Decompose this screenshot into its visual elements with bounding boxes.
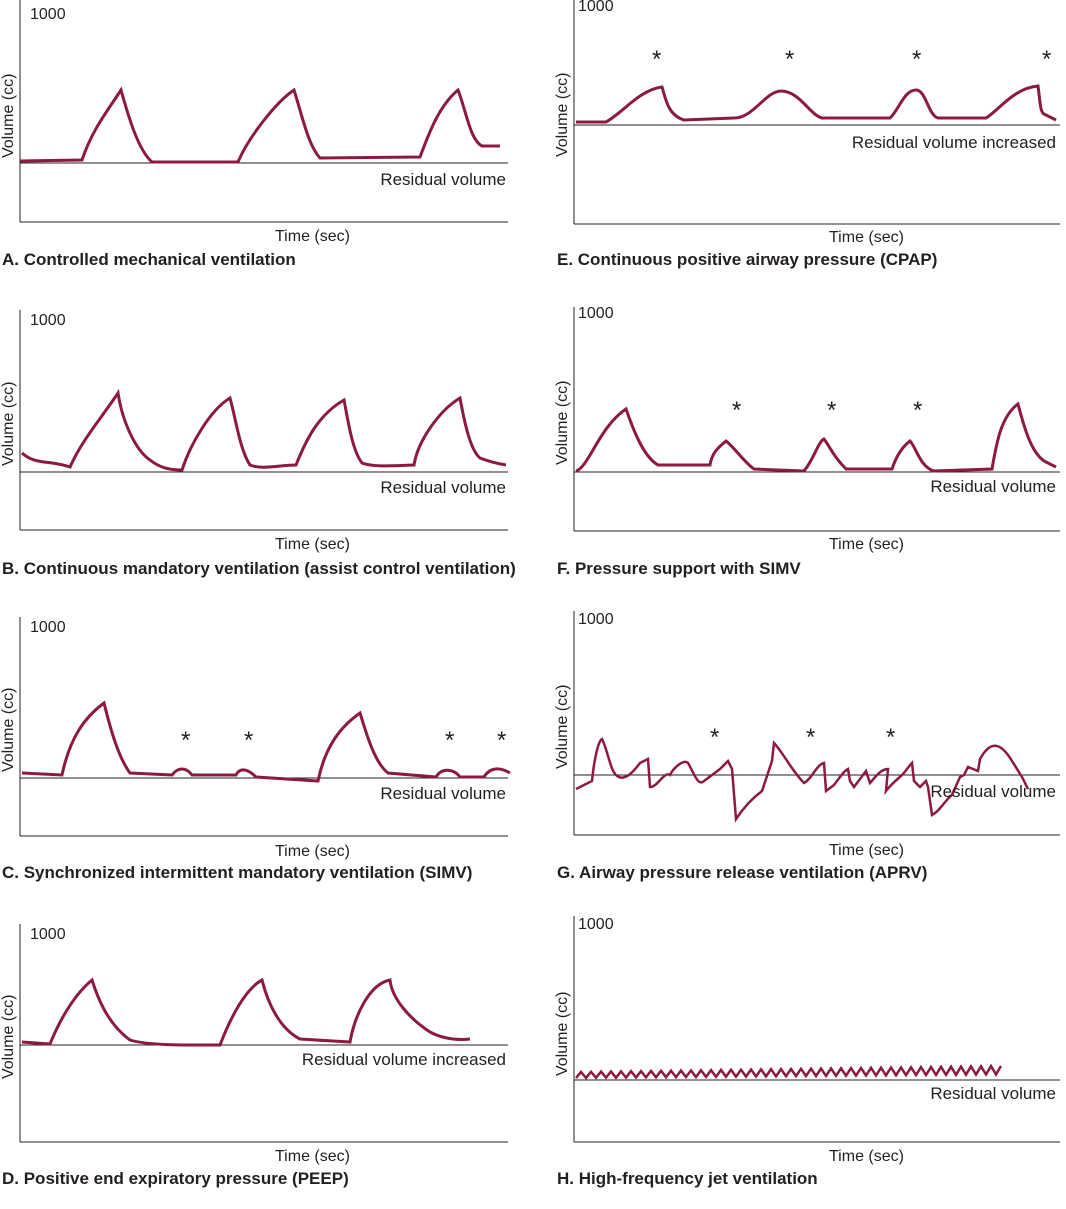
panel-caption: E. Continuous positive airway pressure (…	[557, 250, 938, 269]
volume-waveform	[575, 1063, 1003, 1080]
baseline-label: Residual volume increased	[301, 1050, 506, 1069]
y-max-label: 1000	[578, 611, 614, 628]
x-axis-label: Time (sec)	[829, 1148, 904, 1165]
spontaneous-breath-marker: *	[785, 46, 795, 73]
panel-h-graph	[573, 916, 1060, 1143]
panel-f-graph	[573, 307, 1060, 532]
y-max-label: 1000	[578, 0, 614, 15]
spontaneous-breath-marker: *	[244, 727, 254, 754]
y-max-label: 1000	[30, 619, 66, 636]
baseline-label: Residual volume	[380, 478, 506, 497]
spontaneous-breath-marker: *	[710, 724, 720, 751]
baseline-label: Residual volume increased	[851, 133, 1056, 152]
spontaneous-breath-marker: *	[1042, 46, 1052, 73]
y-axis-label: Volume (cc)	[554, 684, 571, 769]
y-axis-label: Volume (cc)	[0, 381, 17, 466]
baseline-label: Residual volume	[380, 170, 506, 189]
baseline-label: Residual volume	[380, 784, 506, 803]
y-axis-label: Volume (cc)	[554, 380, 571, 465]
x-axis-label: Time (sec)	[275, 228, 350, 245]
y-axis-label: Volume (cc)	[0, 687, 17, 772]
spontaneous-breath-marker: *	[732, 397, 742, 424]
panel-a: 1000 Volume (cc) Residual volume Time (s…	[0, 0, 510, 285]
spontaneous-breath-marker: *	[827, 397, 837, 424]
y-axis-label: Volume (cc)	[554, 991, 571, 1076]
volume-waveform	[575, 737, 1030, 823]
baseline-label: Residual volume	[930, 1084, 1056, 1103]
panel-h: 1000 Volume (cc) Residual volume Time (s…	[554, 916, 1064, 1201]
y-axis-label: Volume (cc)	[554, 72, 571, 157]
volume-waveform	[21, 700, 511, 783]
y-axis-label: Volume (cc)	[0, 73, 17, 158]
baseline-label: Residual volume	[930, 782, 1056, 801]
panel-caption: B. Continuous mandatory ventilation (ass…	[2, 559, 516, 578]
spontaneous-breath-marker: *	[181, 727, 191, 754]
spontaneous-breath-marker: *	[652, 46, 662, 73]
spontaneous-breath-marker: *	[806, 724, 816, 751]
panel-d: 1000 Volume (cc) Residual volume increas…	[0, 924, 510, 1209]
panel-c-graph	[19, 617, 511, 837]
panel-g: * * * 1000 Volume (cc) Residual volume T…	[554, 611, 1064, 896]
panel-a-graph	[19, 0, 508, 223]
x-axis-label: Time (sec)	[275, 1148, 350, 1165]
panel-b: 1000 Volume (cc) Residual volume Time (s…	[0, 310, 516, 595]
panel-e: * * * * 1000 Volume (cc) Residual volume…	[554, 0, 1064, 285]
y-max-label: 1000	[30, 6, 66, 23]
panel-caption: A. Controlled mechanical ventilation	[2, 250, 296, 269]
panel-caption: G. Airway pressure release ventilation (…	[557, 863, 928, 882]
x-axis-label: Time (sec)	[829, 842, 904, 859]
panel-caption: F. Pressure support with SIMV	[557, 559, 801, 578]
y-axis-label: Volume (cc)	[0, 994, 17, 1079]
volume-waveform	[576, 84, 1057, 124]
volume-waveform	[20, 388, 507, 472]
y-max-label: 1000	[30, 312, 66, 329]
volume-waveform	[19, 86, 500, 164]
x-axis-label: Time (sec)	[829, 229, 904, 246]
spontaneous-breath-marker: *	[912, 46, 922, 73]
y-max-label: 1000	[578, 916, 614, 933]
y-max-label: 1000	[578, 305, 614, 322]
spontaneous-breath-marker: *	[497, 727, 507, 754]
panel-d-graph	[19, 924, 508, 1143]
panel-b-graph	[19, 310, 508, 531]
panel-c: * * * * 1000 Volume (cc) Residual volume…	[0, 617, 511, 902]
panel-caption: C. Synchronized intermittent mandatory v…	[2, 863, 473, 882]
panel-caption: D. Positive end expiratory pressure (PEE…	[2, 1169, 349, 1188]
panel-g-graph	[573, 611, 1060, 836]
x-axis-label: Time (sec)	[829, 536, 904, 553]
panel-e-graph	[573, 0, 1060, 225]
panel-caption: H. High-frequency jet ventilation	[557, 1169, 818, 1188]
volume-waveform	[575, 401, 1057, 473]
x-axis-label: Time (sec)	[275, 843, 350, 860]
spontaneous-breath-marker: *	[913, 397, 923, 424]
spontaneous-breath-marker: *	[445, 727, 455, 754]
panel-f: * * * 1000 Volume (cc) Residual volume T…	[554, 305, 1064, 592]
y-max-label: 1000	[30, 926, 66, 943]
baseline-label: Residual volume	[930, 477, 1056, 496]
spontaneous-breath-marker: *	[886, 724, 896, 751]
volume-waveform	[21, 977, 471, 1047]
x-axis-label: Time (sec)	[275, 536, 350, 553]
